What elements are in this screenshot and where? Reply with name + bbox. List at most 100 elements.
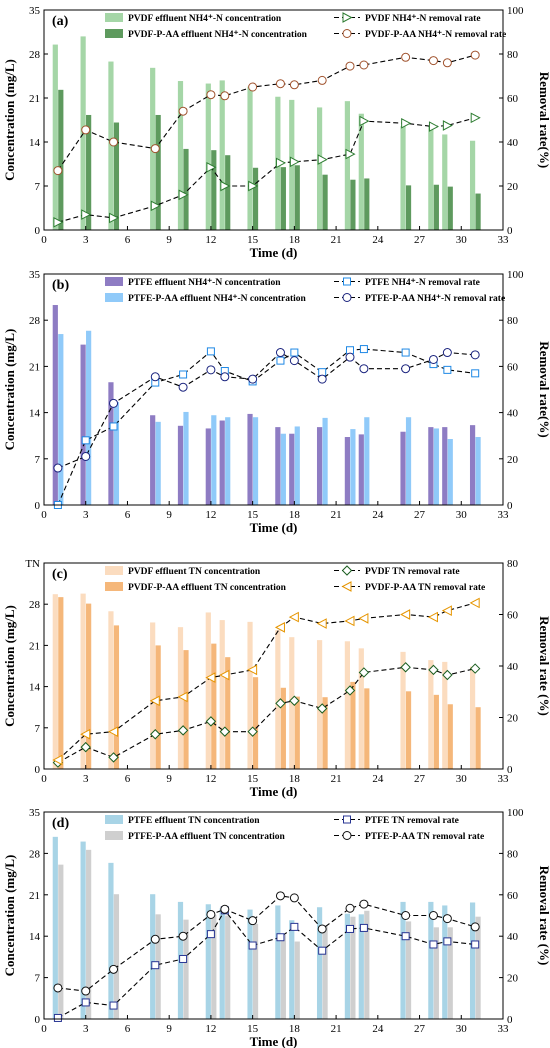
bar-series-2 <box>58 597 64 769</box>
legend-label-bar-2: PTFE-P-AA effluent TN concentration <box>128 832 286 842</box>
y-axis-title: Concentration (mg/L) <box>2 605 17 727</box>
line-series-1-point <box>346 924 354 933</box>
y-tick-label: 7 <box>35 181 41 193</box>
bar-series-1 <box>219 908 225 1019</box>
bar-series-2 <box>211 914 217 1019</box>
bar-series-1 <box>205 612 211 769</box>
y-tick-label: 21 <box>29 361 40 373</box>
line-series-2-point <box>401 364 411 374</box>
y2-tick-label: 40 <box>507 408 519 420</box>
line-series-1-point <box>219 726 231 737</box>
y2-tick-label: 80 <box>507 558 519 570</box>
y2-tick-label: 100 <box>507 269 524 281</box>
x-axis-title: Time (d) <box>250 1034 298 1048</box>
line-series-2-point <box>359 60 369 70</box>
y-tick-label: 7 <box>35 454 41 466</box>
line-series-2-point <box>81 986 91 996</box>
y2-axis-title: Removal rate(%) <box>537 72 550 168</box>
line-series-1-point <box>206 347 215 356</box>
bar-series-2 <box>252 677 259 769</box>
x-tick-label: 27 <box>414 773 426 785</box>
y2-tick-label: 80 <box>507 315 519 327</box>
panel-label: (c) <box>52 567 68 582</box>
bar-series-1 <box>150 415 156 505</box>
line-series-1-point <box>109 212 120 224</box>
bar-series-2 <box>280 687 286 769</box>
line-series-1-point <box>151 961 160 970</box>
line-series-1-point <box>179 954 188 963</box>
line-series-2-point <box>275 891 285 901</box>
line-series-1-point <box>344 685 356 696</box>
legend-label-line-2: PTFE-P-AA TN removal rate <box>365 832 484 842</box>
line-series-2 <box>57 602 476 761</box>
x-tick-label: 24 <box>372 1023 384 1035</box>
bar-series-2 <box>225 657 231 769</box>
bar-series-1 <box>80 344 86 505</box>
bar-series-1 <box>52 305 58 505</box>
line-series-2-point <box>149 695 160 707</box>
bar-series-2 <box>252 167 259 230</box>
line-series-1-point <box>471 369 480 378</box>
bar-series-1 <box>469 902 476 1019</box>
line-series-2-point <box>275 79 285 89</box>
bar-series-2 <box>433 927 439 1019</box>
panel-label: (a) <box>52 14 69 29</box>
x-axis-title: Time (d) <box>250 784 298 799</box>
line-series-2-point <box>178 106 188 116</box>
line-series-1-point <box>220 180 231 192</box>
bar-series-2 <box>405 921 412 1019</box>
line-series-2-point <box>289 893 299 903</box>
legend-label-bar-2: PVDF-P-AA effluent TN concentration <box>128 583 287 593</box>
bar-series-2 <box>322 417 328 505</box>
line-series-1-point <box>358 667 370 678</box>
x-tick-label: 30 <box>456 1023 468 1035</box>
bar-series-1 <box>344 913 350 1019</box>
line-series-2-point <box>205 672 216 683</box>
x-tick-label: 33 <box>498 1023 510 1035</box>
line-series-1-point <box>81 436 90 445</box>
line-series-1-point <box>80 741 91 753</box>
x-tick-label: 0 <box>41 509 47 521</box>
line-series-1-point <box>289 695 300 706</box>
line-series-1-point <box>150 200 161 212</box>
bar-series-2 <box>58 89 64 230</box>
y2-axis-title: Removal rate(%) <box>537 341 550 437</box>
plot-frame <box>43 9 504 231</box>
bar-series-2 <box>447 927 453 1019</box>
line-series-1-point <box>81 998 90 1007</box>
y-axis-title: Concentration (mg/L) <box>2 329 17 451</box>
bar-series-2 <box>447 186 453 230</box>
x-tick-label: 0 <box>41 234 47 246</box>
x-tick-label: 27 <box>414 509 426 521</box>
y-tick-label: 21 <box>29 890 40 902</box>
bar-series-2 <box>350 179 356 230</box>
bar-series-1 <box>52 594 58 769</box>
bar-series-1 <box>177 81 184 231</box>
bar-series-1 <box>344 437 350 505</box>
x-tick-label: 18 <box>289 773 301 785</box>
line-series-2-point <box>359 899 369 909</box>
x-tick-label: 0 <box>41 773 47 785</box>
line-series-2-point <box>219 669 230 681</box>
x-tick-label: 21 <box>331 509 342 521</box>
line-series-1-point <box>401 932 410 941</box>
line-series-1-point <box>248 180 259 192</box>
line-series-2-point <box>359 364 369 374</box>
y-tick-label: 35 <box>29 5 41 17</box>
bar-series-2 <box>294 696 300 769</box>
bar-series-1 <box>316 640 323 769</box>
line-series-2-point <box>248 916 258 926</box>
bar-series-2 <box>350 681 356 769</box>
y2-tick-label: 100 <box>507 807 524 819</box>
bar-series-2 <box>322 697 328 769</box>
y2-tick-label: 20 <box>507 973 519 985</box>
x-tick-label: 21 <box>331 773 342 785</box>
line-series-2-point <box>428 354 438 364</box>
legend-marker-2 <box>342 293 352 302</box>
bar-series-2 <box>86 114 92 230</box>
legend-marker-1 <box>343 277 351 286</box>
y2-tick-label: 60 <box>507 361 519 373</box>
y2-tick-label: 60 <box>507 93 519 105</box>
bar-series-2 <box>447 704 453 769</box>
